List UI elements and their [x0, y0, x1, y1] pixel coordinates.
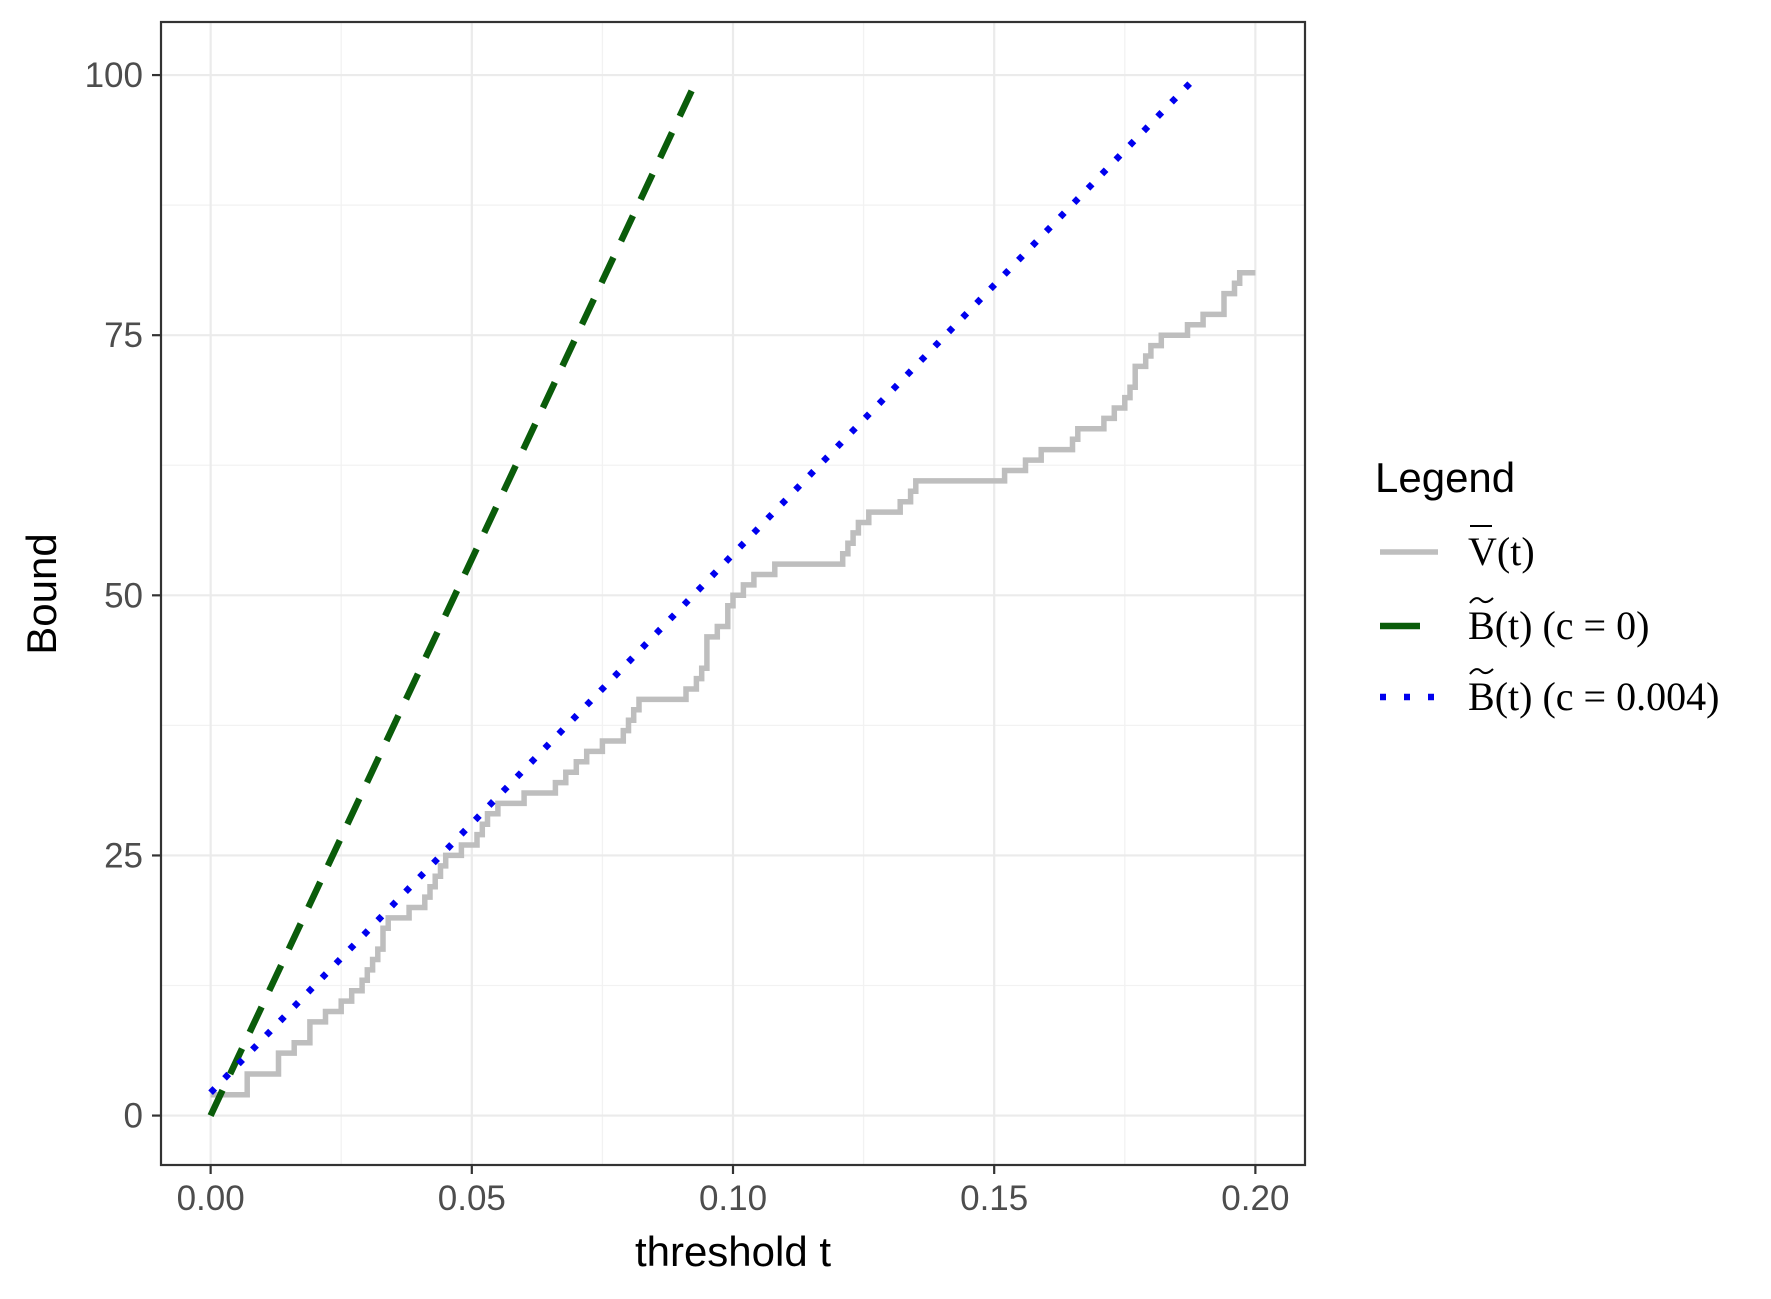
- y-tick-label: 100: [85, 56, 143, 95]
- x-axis: 0.00 0.05 0.10 0.15 0.20: [177, 1165, 1289, 1218]
- legend-label-B004: B(t) (c = 0.004): [1468, 674, 1719, 719]
- legend-accent-tilde: [1469, 597, 1494, 604]
- legend: Legend V(t) B(t) (c = 0) B(t) (c = 0.004): [1375, 454, 1719, 719]
- y-tick-label: 25: [104, 836, 143, 875]
- legend-title: Legend: [1375, 454, 1515, 501]
- series-B004-line: [208, 72, 1201, 1095]
- y-axis: 0 25 50 75 100: [85, 56, 161, 1136]
- x-tick-label: 0.05: [438, 1179, 506, 1218]
- series-layer: [207, 72, 1256, 1117]
- x-tick-label: 0.00: [177, 1179, 245, 1218]
- x-tick-label: 0.15: [960, 1179, 1028, 1218]
- x-tick-label: 0.20: [1221, 1179, 1289, 1218]
- y-tick-label: 75: [104, 316, 143, 355]
- x-tick-label: 0.10: [699, 1179, 767, 1218]
- legend-label-V: V(t): [1468, 529, 1535, 574]
- y-tick-label: 50: [104, 576, 143, 615]
- y-tick-label: 0: [124, 1097, 143, 1136]
- legend-label-B0: B(t) (c = 0): [1468, 603, 1649, 648]
- y-axis-label: Bound: [18, 533, 65, 654]
- series-B0-line: [207, 73, 702, 1117]
- legend-accent-tilde: [1469, 668, 1494, 675]
- x-axis-label: threshold t: [635, 1228, 831, 1275]
- series-V-line: [210, 270, 1256, 1098]
